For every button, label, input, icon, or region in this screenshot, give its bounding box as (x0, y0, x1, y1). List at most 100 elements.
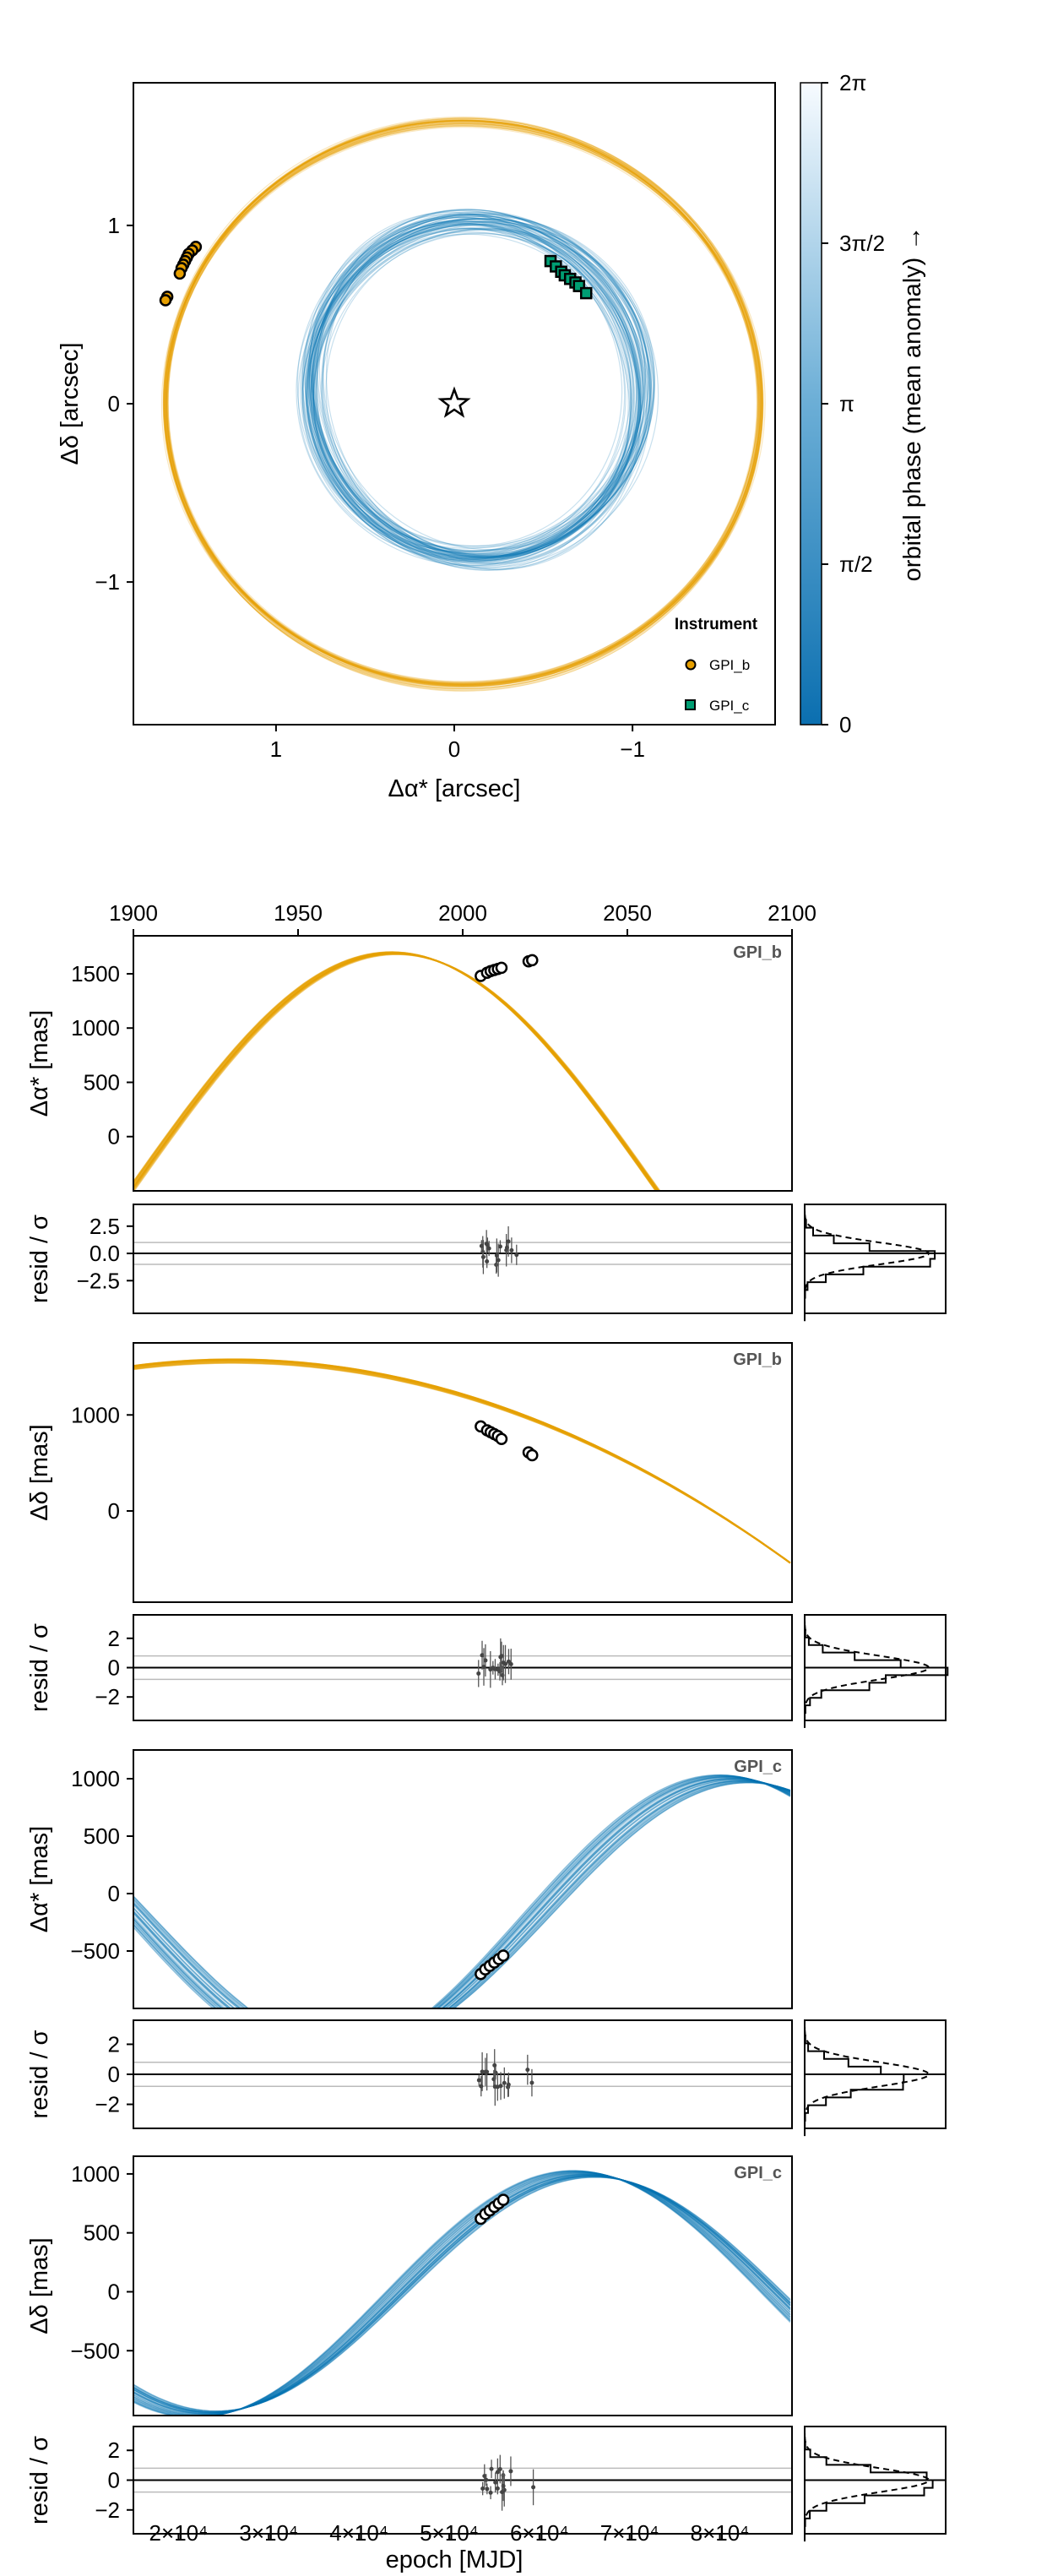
orbit-c-line (301, 213, 651, 561)
model-line (133, 2176, 791, 2413)
orbit-c-line (314, 218, 649, 547)
sky-observation-markers (159, 240, 593, 307)
orbit-c-line (312, 223, 655, 558)
colorbar-tick-label: π (839, 391, 854, 416)
panel-y-label: Δα* [mas] (26, 1010, 53, 1117)
orbit-c-line (306, 229, 633, 557)
residual-point (506, 1659, 511, 1664)
model-line (133, 2175, 791, 2413)
model-line (133, 2175, 791, 2413)
model-line (133, 2175, 791, 2413)
residual-point (492, 2062, 497, 2068)
model-lines (133, 1774, 791, 2008)
orbit-b-line (163, 121, 762, 685)
y-tick-label: −500 (70, 1938, 120, 1964)
y-tick-label: 1000 (71, 1015, 120, 1041)
epoch-tick-label: 5×10⁴ (420, 2520, 479, 2546)
model-line (133, 2173, 791, 2415)
orbit-c-line (308, 220, 648, 567)
sky-x-label: Δα* [arcsec] (388, 775, 520, 802)
orbit-c-line (323, 215, 645, 551)
orbit-c-line (303, 213, 632, 562)
orbit-c-line (312, 227, 627, 552)
orbit-c-line (318, 208, 640, 557)
residual-point (480, 1254, 486, 1259)
panel-y-label: Δα* [mas] (26, 1826, 53, 1932)
model-line (133, 2176, 791, 2413)
resid-y-label: resid / σ (26, 1215, 53, 1303)
model-line (133, 2173, 791, 2416)
orbit-c-line (312, 223, 623, 547)
orbit-b-line (165, 117, 764, 686)
y-tick-label: 1500 (71, 961, 120, 986)
orbit-c-line (306, 215, 650, 565)
model-line (133, 2172, 791, 2416)
orbit-c-line (309, 211, 632, 559)
hist-frame (804, 2426, 947, 2535)
panel-frame (133, 1342, 793, 1603)
y-tick-label: 1000 (71, 1402, 120, 1427)
residual-point (497, 1244, 502, 1249)
residual-point (494, 1263, 499, 1268)
panel-gpi-c-: −500 0 500 1000 GPI_c Δα* [mas] −2 0 2 resid / σ (26, 1749, 947, 2137)
orbit-c-line (305, 220, 639, 564)
data-point (495, 1432, 508, 1445)
orbit-c-line (312, 218, 643, 556)
x-axis-label: epoch [MJD] (386, 2546, 524, 2573)
resid-y-label: resid / σ (26, 2030, 53, 2118)
residual-point (489, 2466, 494, 2471)
orbit-b-line (162, 116, 762, 686)
y-tick-label: 500 (84, 2220, 120, 2246)
resid-y-tick-label: −2 (95, 1684, 120, 1709)
model-line (133, 2171, 791, 2416)
residual-point (495, 2486, 500, 2491)
orbit-c-line (306, 218, 646, 549)
residual-point (486, 1246, 491, 1251)
orbit-b-line (166, 122, 758, 687)
panel-tag: GPI_b (733, 943, 782, 962)
data-point (496, 1949, 510, 1962)
orbit-c-line (314, 224, 640, 557)
model-line (133, 1778, 791, 2008)
model-line (133, 2171, 791, 2416)
orbit-b-line (165, 117, 762, 689)
model-line (133, 1775, 791, 2008)
legend-label-gpi-b: GPI_b (709, 657, 750, 673)
model-line (133, 1777, 791, 2008)
model-line (133, 1774, 791, 2008)
model-line (133, 2174, 791, 2415)
residual-point (514, 1253, 519, 1258)
model-line (133, 951, 657, 1191)
orbit-c-line (313, 214, 655, 556)
orbit-c-line (310, 209, 639, 558)
orbit-b-line (165, 121, 763, 692)
residual-frame (133, 1204, 793, 1314)
model-lines (133, 2170, 791, 2416)
data-point (495, 961, 508, 975)
orbit-b-line (163, 120, 762, 682)
orbit-b-line (167, 122, 763, 687)
model-line (133, 2171, 791, 2416)
orbit-b-line (164, 121, 763, 685)
orbit-b-line (164, 121, 762, 691)
model-line (133, 2171, 791, 2416)
model-line (133, 1780, 791, 2008)
model-line (133, 1779, 791, 2008)
resid-y-tick-label: 0 (108, 2468, 120, 2493)
model-line (133, 953, 661, 1191)
model-line (133, 951, 658, 1191)
resid-y-label: resid / σ (26, 2436, 53, 2524)
model-line (133, 2176, 791, 2412)
model-line (133, 2171, 791, 2416)
orbit-c-line (316, 220, 653, 548)
residual-point (525, 2068, 530, 2073)
sky-y-label: Δδ [arcsec] (57, 342, 84, 465)
hist-normal-curve (804, 2427, 930, 2533)
year-tick-label: 2100 (768, 900, 816, 926)
residual-point (529, 2080, 534, 2085)
resid-y-label: resid / σ (26, 1623, 53, 1712)
model-line (133, 1358, 791, 1564)
residual-point (485, 2486, 490, 2492)
data-point (526, 954, 539, 967)
